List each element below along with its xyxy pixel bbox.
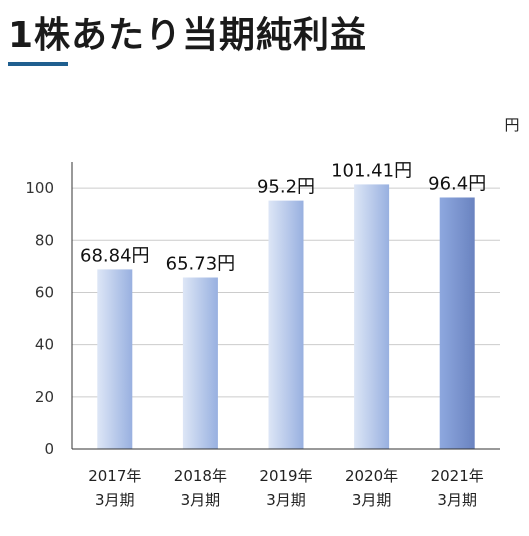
- bar: [182, 277, 218, 449]
- x-tick-label-year: 2018年: [174, 467, 227, 485]
- bars: [97, 184, 475, 449]
- bar: [439, 197, 475, 449]
- x-tick-label-period: 3月期: [437, 491, 477, 509]
- labels: 0 20 40 60 80 100 円 68.84円 2017年 3月期 65.73円 2018年 3月…: [25, 116, 519, 509]
- page-title: 1株あたり当期純利益: [8, 15, 368, 56]
- data-label: 65.73円: [166, 254, 236, 275]
- x-tick-label-period: 3月期: [95, 491, 135, 509]
- y-tick-label: 80: [35, 231, 54, 249]
- data-label: 68.84円: [80, 245, 150, 266]
- y-tick-label: 0: [44, 440, 54, 458]
- data-label: 101.41円: [331, 160, 412, 181]
- x-tick-label-year: 2020年: [345, 467, 398, 485]
- axes: [71, 162, 500, 450]
- bar: [268, 200, 304, 449]
- data-label: 96.4円: [428, 173, 486, 194]
- unit-label: 円: [504, 116, 519, 134]
- bar: [354, 184, 390, 449]
- y-tick-label: 40: [35, 336, 54, 354]
- x-tick-label-period: 3月期: [181, 491, 221, 509]
- title-underline: [8, 62, 68, 66]
- bar: [97, 269, 133, 449]
- x-tick-label-period: 3月期: [266, 491, 306, 509]
- y-tick-label: 60: [35, 283, 54, 301]
- y-tick-label: 100: [25, 179, 54, 197]
- x-tick-label-period: 3月期: [352, 491, 392, 509]
- x-tick-label-year: 2021年: [431, 467, 484, 485]
- x-tick-label-year: 2017年: [88, 467, 141, 485]
- y-tick-label: 20: [35, 388, 54, 406]
- data-label: 95.2円: [257, 177, 315, 198]
- x-tick-label-year: 2019年: [259, 467, 312, 485]
